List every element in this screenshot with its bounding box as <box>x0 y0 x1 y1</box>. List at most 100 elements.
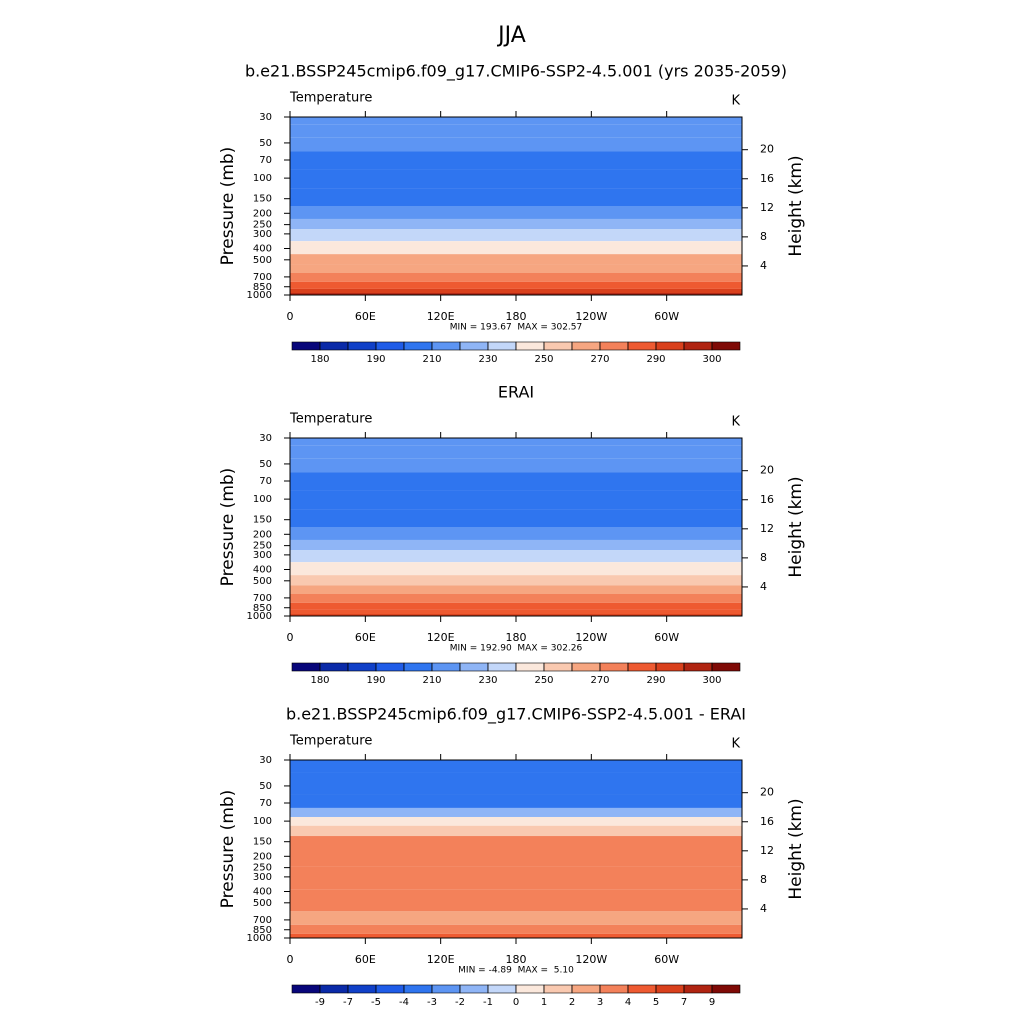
panel-title: b.e21.BSSP245cmip6.f09_g17.CMIP6-SSP2-4.… <box>286 705 746 725</box>
y-tick-label: 200 <box>253 529 272 540</box>
colorbar-tick-label: -3 <box>427 997 437 1008</box>
colorbar-box <box>571 984 601 994</box>
y-tick-label: 30 <box>259 755 272 766</box>
contour-band <box>290 836 742 849</box>
x-tick-label: 180 <box>506 631 527 644</box>
contour-band <box>290 911 742 925</box>
y-tick-label: 70 <box>259 155 272 166</box>
contour-band <box>290 490 742 510</box>
y-tick-label: 700 <box>253 272 272 283</box>
colorbar-tick-label: 1 <box>541 997 547 1008</box>
y-tick-label: 30 <box>259 433 272 444</box>
units-label: K <box>731 415 740 430</box>
y-tick-label: 1000 <box>247 611 272 622</box>
panel-subtitle: Temperature <box>289 412 372 427</box>
colorbar-tick-label: -7 <box>343 997 353 1008</box>
colorbar-box <box>487 341 517 351</box>
y2-tick-label: 8 <box>760 230 767 243</box>
colorbar-tick-label: 0 <box>513 997 519 1008</box>
colorbar-box <box>347 341 377 351</box>
panel-title: ERAI <box>498 383 534 402</box>
y-tick-label: 400 <box>253 243 272 254</box>
y-tick-label: 100 <box>253 816 272 827</box>
colorbar-box <box>543 341 573 351</box>
y-axis-label: Pressure (mb) <box>218 468 238 587</box>
contour-band <box>290 206 742 219</box>
y2-tick-label: 4 <box>760 580 767 593</box>
colorbar-tick-label: 3 <box>597 997 603 1008</box>
colorbar-box <box>711 984 741 994</box>
contour-band <box>290 241 742 255</box>
contour-band <box>290 472 742 491</box>
x-tick-label: 60W <box>654 310 679 323</box>
y-tick-label: 300 <box>253 872 272 883</box>
colorbar-box <box>627 341 657 351</box>
colorbar-tick-label: 9 <box>709 997 715 1008</box>
x-tick-label: 0 <box>287 631 294 644</box>
contour-band <box>290 124 742 138</box>
contour-band <box>290 562 742 576</box>
y-axis-label: Pressure (mb) <box>218 790 238 909</box>
contour-band <box>290 772 742 795</box>
colorbar-tick-label: 2 <box>569 997 575 1008</box>
colorbar-tick-label: 210 <box>422 675 441 686</box>
colorbar-tick-label: -2 <box>455 997 465 1008</box>
x-tick-label: 60W <box>654 953 679 966</box>
contour-band <box>290 509 742 527</box>
contour-band <box>290 889 742 912</box>
y2-axis-label: Height (km) <box>786 476 806 577</box>
colorbar-box <box>571 341 601 351</box>
y-tick-label: 150 <box>253 194 272 205</box>
panel-subtitle: Temperature <box>289 734 372 749</box>
colorbar-box <box>375 341 405 351</box>
colorbar-tick-label: 210 <box>422 354 441 365</box>
units-label: K <box>731 94 740 109</box>
x-tick-label: 180 <box>506 310 527 323</box>
y2-tick-label: 12 <box>760 844 774 857</box>
colorbar-tick-label: 250 <box>534 675 553 686</box>
contour-band <box>290 188 742 206</box>
contour-band <box>290 539 742 551</box>
colorbar-tick-label: 290 <box>646 675 665 686</box>
contour-band <box>290 218 742 230</box>
y-tick-label: 300 <box>253 550 272 561</box>
colorbar-tick-label: 270 <box>590 354 609 365</box>
colorbar-box <box>375 984 405 994</box>
colorbar-box <box>403 341 433 351</box>
x-tick-label: 120W <box>575 310 607 323</box>
y2-tick-label: 12 <box>760 201 774 214</box>
colorbar-tick-label: -4 <box>399 997 409 1008</box>
y-tick-label: 250 <box>253 863 272 874</box>
y2-axis-label: Height (km) <box>786 155 806 256</box>
colorbar-tick-label: 300 <box>702 354 721 365</box>
contour-band <box>290 575 742 586</box>
y-tick-label: 700 <box>253 593 272 604</box>
y-tick-label: 300 <box>253 229 272 240</box>
y2-tick-label: 16 <box>760 815 774 828</box>
colorbar-box <box>599 984 629 994</box>
contour-band <box>290 151 742 170</box>
y2-tick-label: 4 <box>760 259 767 272</box>
colorbar-tick-label: 250 <box>534 354 553 365</box>
x-tick-label: 180 <box>506 953 527 966</box>
y2-tick-label: 8 <box>760 873 767 886</box>
colorbar-box <box>403 662 433 672</box>
colorbar-box <box>403 984 433 994</box>
x-tick-label: 60E <box>355 310 376 323</box>
y-tick-label: 500 <box>253 576 272 587</box>
contour-band <box>290 458 742 473</box>
y2-tick-label: 20 <box>760 143 774 156</box>
y2-tick-label: 8 <box>760 551 767 564</box>
colorbar-tick-label: 290 <box>646 354 665 365</box>
colorbar-box <box>291 662 321 672</box>
contour-band <box>290 585 742 594</box>
y-tick-label: 1000 <box>247 933 272 944</box>
colorbar-box <box>459 341 489 351</box>
colorbar-tick-label: 7 <box>681 997 687 1008</box>
colorbar-box <box>431 662 461 672</box>
x-tick-label: 120E <box>427 953 455 966</box>
y2-tick-label: 16 <box>760 172 774 185</box>
colorbar-box <box>291 341 321 351</box>
contour-band <box>290 293 742 295</box>
colorbar-box <box>599 341 629 351</box>
